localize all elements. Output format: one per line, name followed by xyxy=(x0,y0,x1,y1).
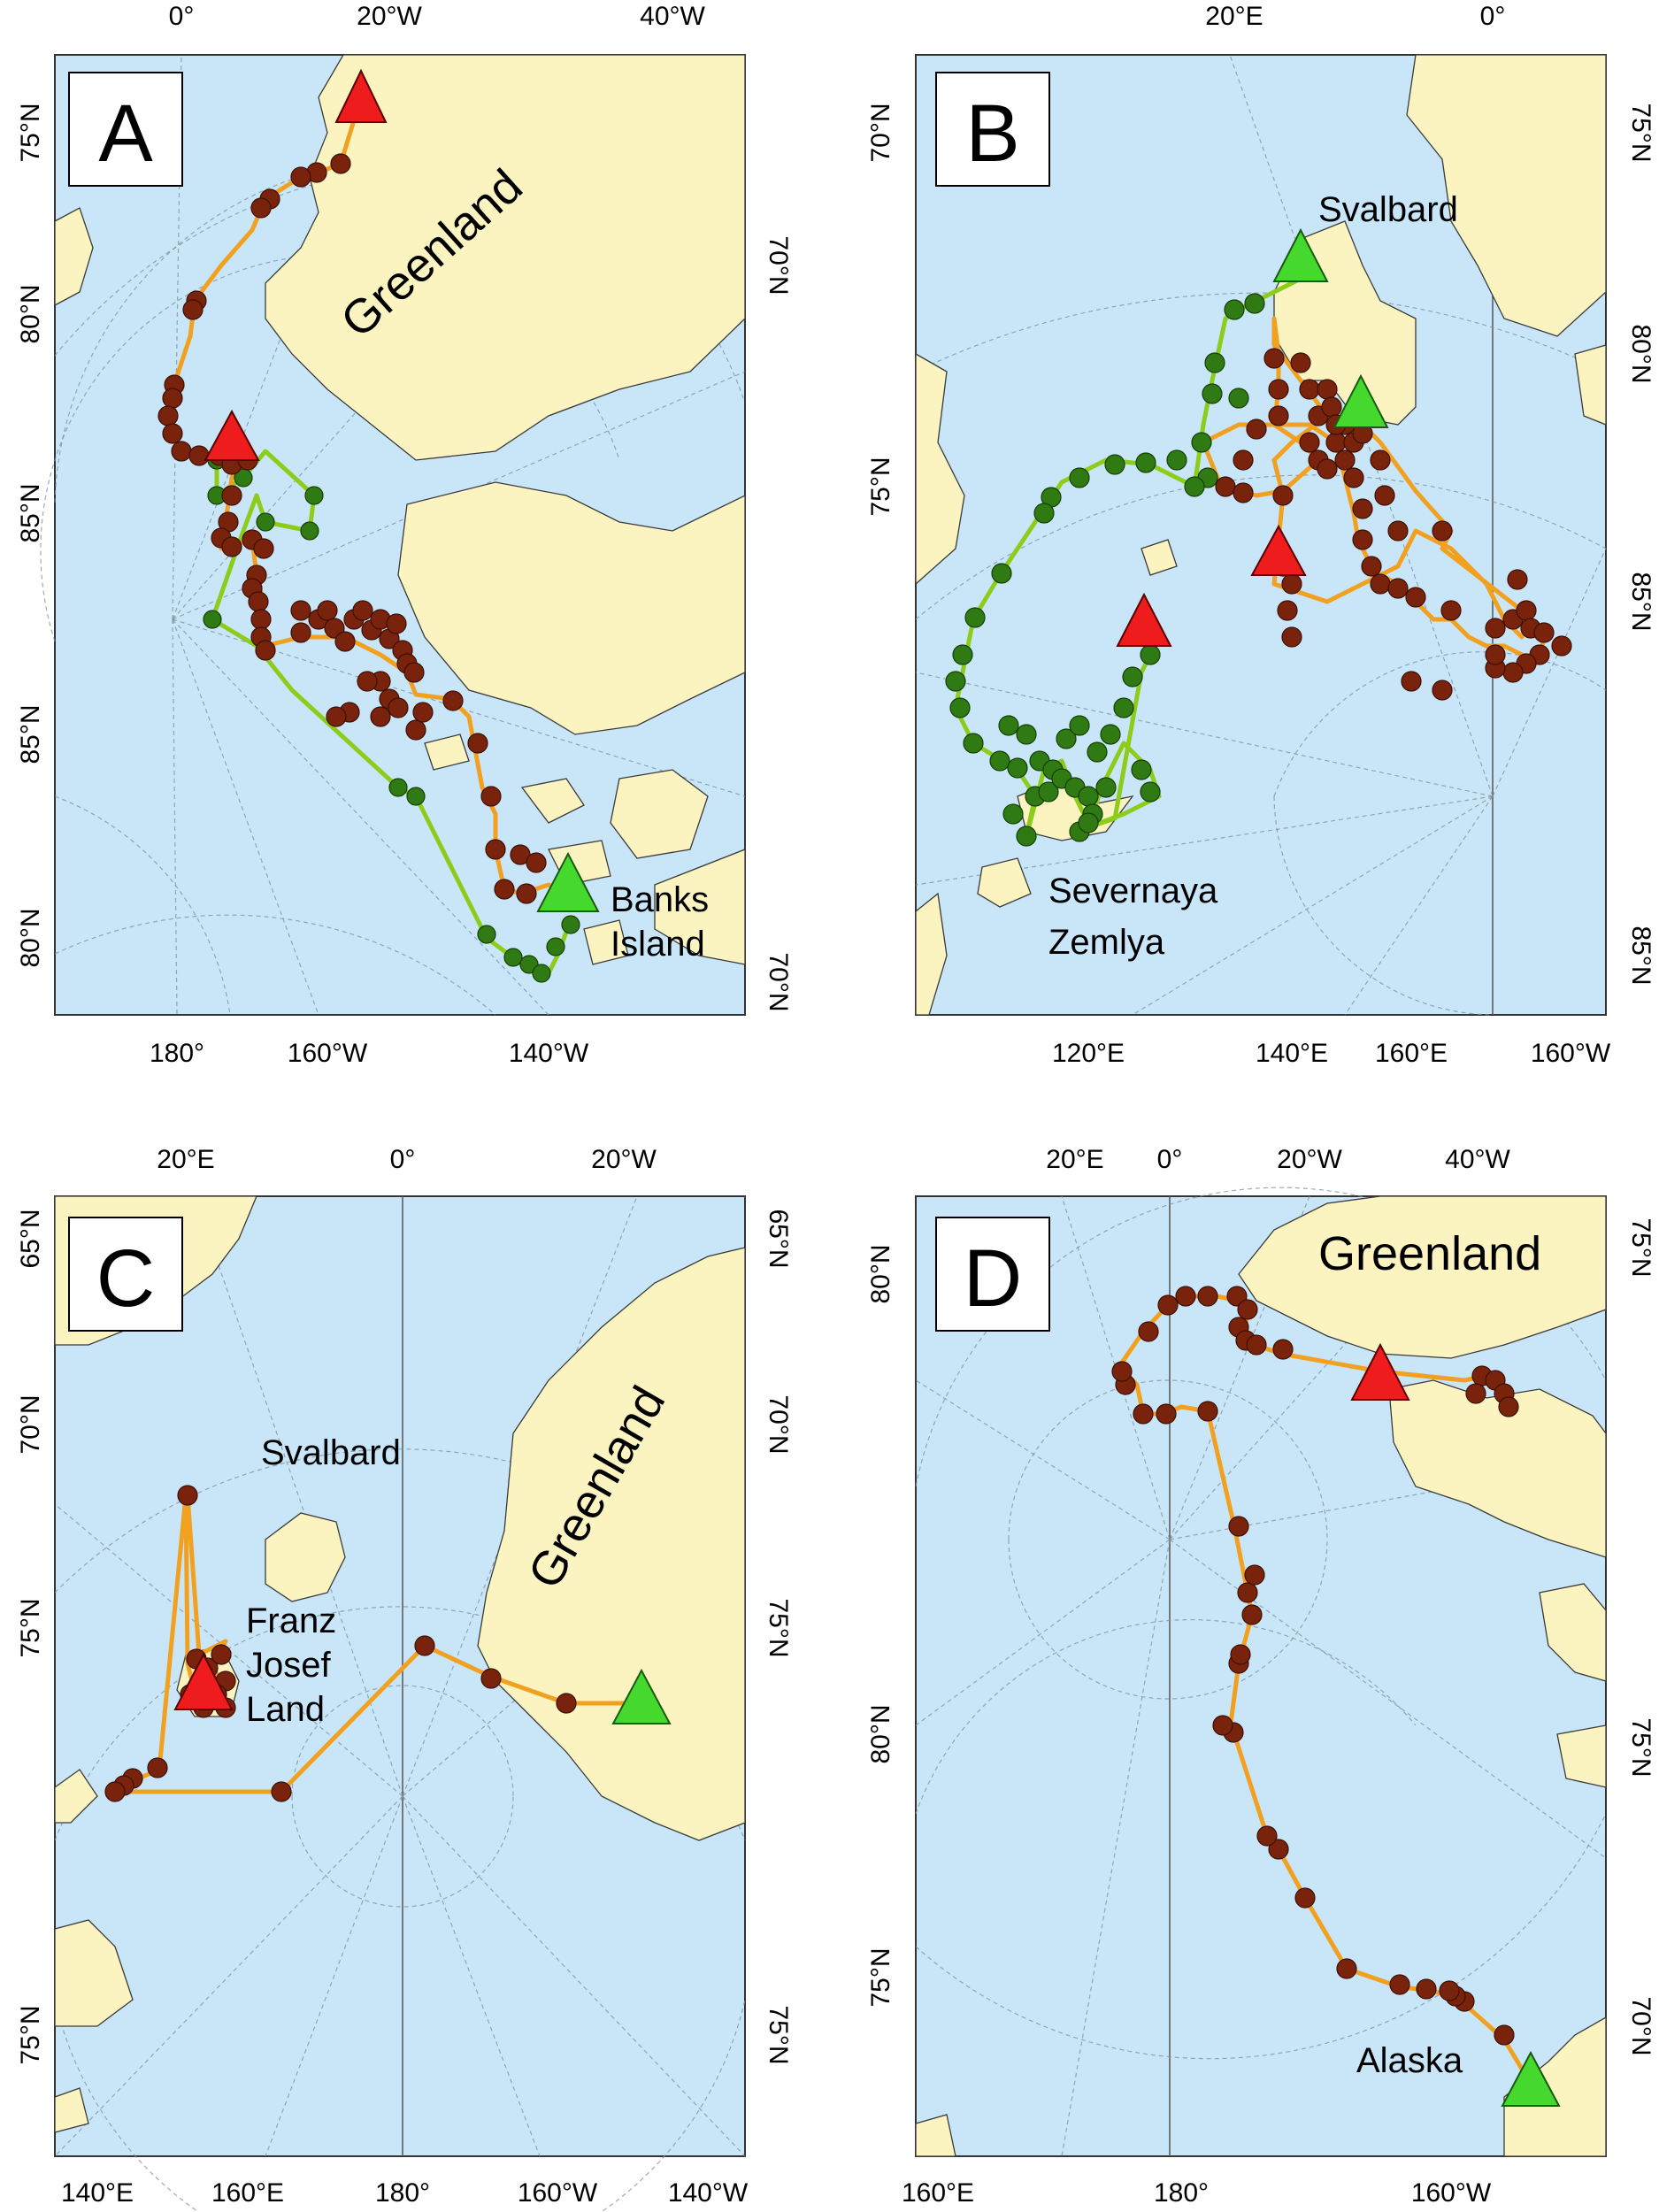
panel-b-tick-right-3: 85°N xyxy=(1626,572,1655,631)
panel-a-tick-left-5: 80°N xyxy=(16,908,45,967)
panel-a-site-label-2: Island xyxy=(611,925,705,964)
panel-d-tick-bottom-3: 160°W xyxy=(1411,2178,1492,2208)
panel-d-tick-left-2: 80°N xyxy=(866,1704,895,1763)
panel-d-tick-top-3: 20°W xyxy=(1277,1145,1342,1174)
panel-a-tick-top-3: 40°W xyxy=(640,2,705,31)
panel-b-points-green xyxy=(945,293,1265,847)
panel-c-tick-left-1: 65°N xyxy=(16,1209,45,1268)
panel-b-letter: B xyxy=(965,88,1019,179)
panel-d-ocean xyxy=(915,1195,1607,2157)
panel-b: B Svalbard Severnaya Zemlya 20°E 0° 120°… xyxy=(866,2,1655,1068)
panel-d: D Greenland Alaska 20°E 0° 20°W 40°W 160… xyxy=(866,1145,1655,2208)
panel-b-tick-left-1: 70°N xyxy=(866,103,895,162)
panel-b-tick-bottom-2: 140°E xyxy=(1256,1039,1328,1068)
panel-b-tick-right-4: 85°N xyxy=(1626,926,1655,985)
panel-c-tick-right-4: 75°N xyxy=(764,2005,793,2064)
panel-d-points-brown xyxy=(1111,1286,1519,2046)
panel-c-tick-left-3: 75°N xyxy=(16,1598,45,1657)
panel-c-svalbard-label: Svalbard xyxy=(261,1433,401,1472)
panel-c-tick-top-3: 20°W xyxy=(591,1145,657,1174)
panel-a-tick-left-2: 80°N xyxy=(16,284,45,343)
panel-d-letter-box: D xyxy=(935,1217,1050,1332)
panel-a-tick-right-2: 70°N xyxy=(764,952,793,1011)
alaska-landmass xyxy=(1503,2016,1607,2157)
panel-d-end-triangle xyxy=(1350,1342,1410,1401)
panel-c-tick-left-2: 70°N xyxy=(16,1394,45,1454)
panel-d-tick-left-1: 80°N xyxy=(866,1244,895,1303)
panel-c-greenland-landmass xyxy=(477,1247,746,1841)
panel-d-start-triangle xyxy=(1501,2050,1561,2107)
panel-d-tick-bottom-2: 180° xyxy=(1154,2178,1209,2208)
panel-a-end-triangle-1 xyxy=(334,68,388,123)
panel-a: A Greenland Banks Island 0° 20°W 40°W 18… xyxy=(16,2,793,1068)
panel-b-tick-right-2: 80°N xyxy=(1626,324,1655,383)
panel-d-greenland-landmass xyxy=(1238,1195,1607,1359)
panel-c-tick-top-2: 0° xyxy=(390,1145,416,1174)
panel-b-tick-bottom-4: 160°W xyxy=(1531,1039,1611,1068)
panel-b-letter-box: B xyxy=(935,72,1050,187)
panel-a-end-triangle-2 xyxy=(204,409,260,461)
panel-c-tick-right-3: 75°N xyxy=(764,1598,793,1657)
panel-d-land xyxy=(915,1195,1607,2157)
panel-b-tick-left-2: 75°N xyxy=(866,457,895,516)
panel-c-tick-right-1: 65°N xyxy=(764,1209,793,1268)
panel-c-start-triangle xyxy=(611,1668,672,1724)
panel-d-tick-top-4: 40°W xyxy=(1445,1145,1510,1174)
panel-c-site-label-3: Land xyxy=(246,1690,325,1729)
panel-a-tick-left-1: 75°N xyxy=(16,103,45,162)
panel-c-letter: C xyxy=(96,1233,155,1324)
panel-b-tick-bottom-1: 120°E xyxy=(1052,1039,1125,1068)
panel-c-tick-bottom-1: 140°E xyxy=(61,2178,134,2208)
panel-d-tick-top-1: 20°E xyxy=(1046,1145,1103,1174)
panel-d-tick-right-3: 70°N xyxy=(1626,1996,1655,2055)
panel-c-svalbard-landmass xyxy=(265,1512,346,1602)
panel-c-tick-bottom-5: 140°W xyxy=(668,2178,749,2208)
panel-c-letter-box: C xyxy=(68,1217,183,1332)
panel-a-site-label-1: Banks xyxy=(611,880,709,919)
panel-d-tick-top-2: 0° xyxy=(1157,1145,1183,1174)
panel-c-tick-left-4: 75°N xyxy=(16,2005,45,2064)
panel-d-alaska-label: Alaska xyxy=(1356,2041,1463,2080)
panel-c-tick-right-2: 70°N xyxy=(764,1394,793,1454)
panel-b-tick-top-1: 20°E xyxy=(1205,2,1263,31)
panel-d-tick-bottom-1: 160°E xyxy=(902,2178,974,2208)
panel-a-letter-box: A xyxy=(68,72,183,187)
panel-a-letter: A xyxy=(98,88,153,179)
panel-a-tick-bottom-3: 140°W xyxy=(509,1039,589,1068)
panel-a-tick-left-4: 85°N xyxy=(16,704,45,764)
panel-c-site-label-2: Josef xyxy=(246,1646,331,1685)
panel-c-tick-top-1: 20°E xyxy=(157,1145,214,1174)
panel-c-tick-bottom-4: 160°W xyxy=(518,2178,598,2208)
panel-a-tick-right-1: 70°N xyxy=(764,235,793,295)
panel-a-land xyxy=(54,54,746,965)
panel-c-tick-bottom-2: 160°E xyxy=(211,2178,284,2208)
panel-a-tick-left-3: 85°N xyxy=(16,483,45,542)
panel-b-site-label-2: Zemlya xyxy=(1048,923,1165,962)
panel-a-tick-top-1: 0° xyxy=(169,2,195,31)
panel-c-tick-bottom-3: 180° xyxy=(375,2178,430,2208)
panel-b-end-triangle-1 xyxy=(1250,524,1307,576)
panel-c-end-triangle xyxy=(173,1652,234,1710)
panel-b-tick-bottom-3: 160°E xyxy=(1375,1039,1448,1068)
panel-b-end-triangle-2 xyxy=(1116,592,1172,647)
panel-a-tick-bottom-2: 160°W xyxy=(288,1039,368,1068)
panel-b-start-triangle-2 xyxy=(1333,373,1389,428)
panel-d-tick-right-2: 75°N xyxy=(1626,1717,1655,1777)
panel-c-site-label-1: Franz xyxy=(246,1601,336,1640)
panel-a-start-triangle xyxy=(536,851,600,912)
panel-a-tick-top-2: 20°W xyxy=(357,2,422,31)
panel-b-points-brown xyxy=(1215,348,1572,701)
panel-b-site-label-1: Severnaya xyxy=(1048,872,1218,910)
panel-b-tick-top-2: 0° xyxy=(1480,2,1506,31)
panel-b-tick-right-1: 75°N xyxy=(1626,103,1655,162)
panel-d-tick-left-3: 75°N xyxy=(866,1947,895,2007)
panel-b-svalbard-label: Svalbard xyxy=(1318,190,1458,229)
panel-c: C Svalbard Franz Josef Land Greenland 20… xyxy=(16,1145,793,2212)
panel-d-letter: D xyxy=(964,1233,1022,1324)
panel-b-start-triangle-1 xyxy=(1272,227,1329,282)
panel-d-greenland-label: Greenland xyxy=(1318,1227,1541,1280)
panel-a-tick-bottom-1: 180° xyxy=(150,1039,204,1068)
panel-d-tick-right-1: 75°N xyxy=(1626,1217,1655,1277)
